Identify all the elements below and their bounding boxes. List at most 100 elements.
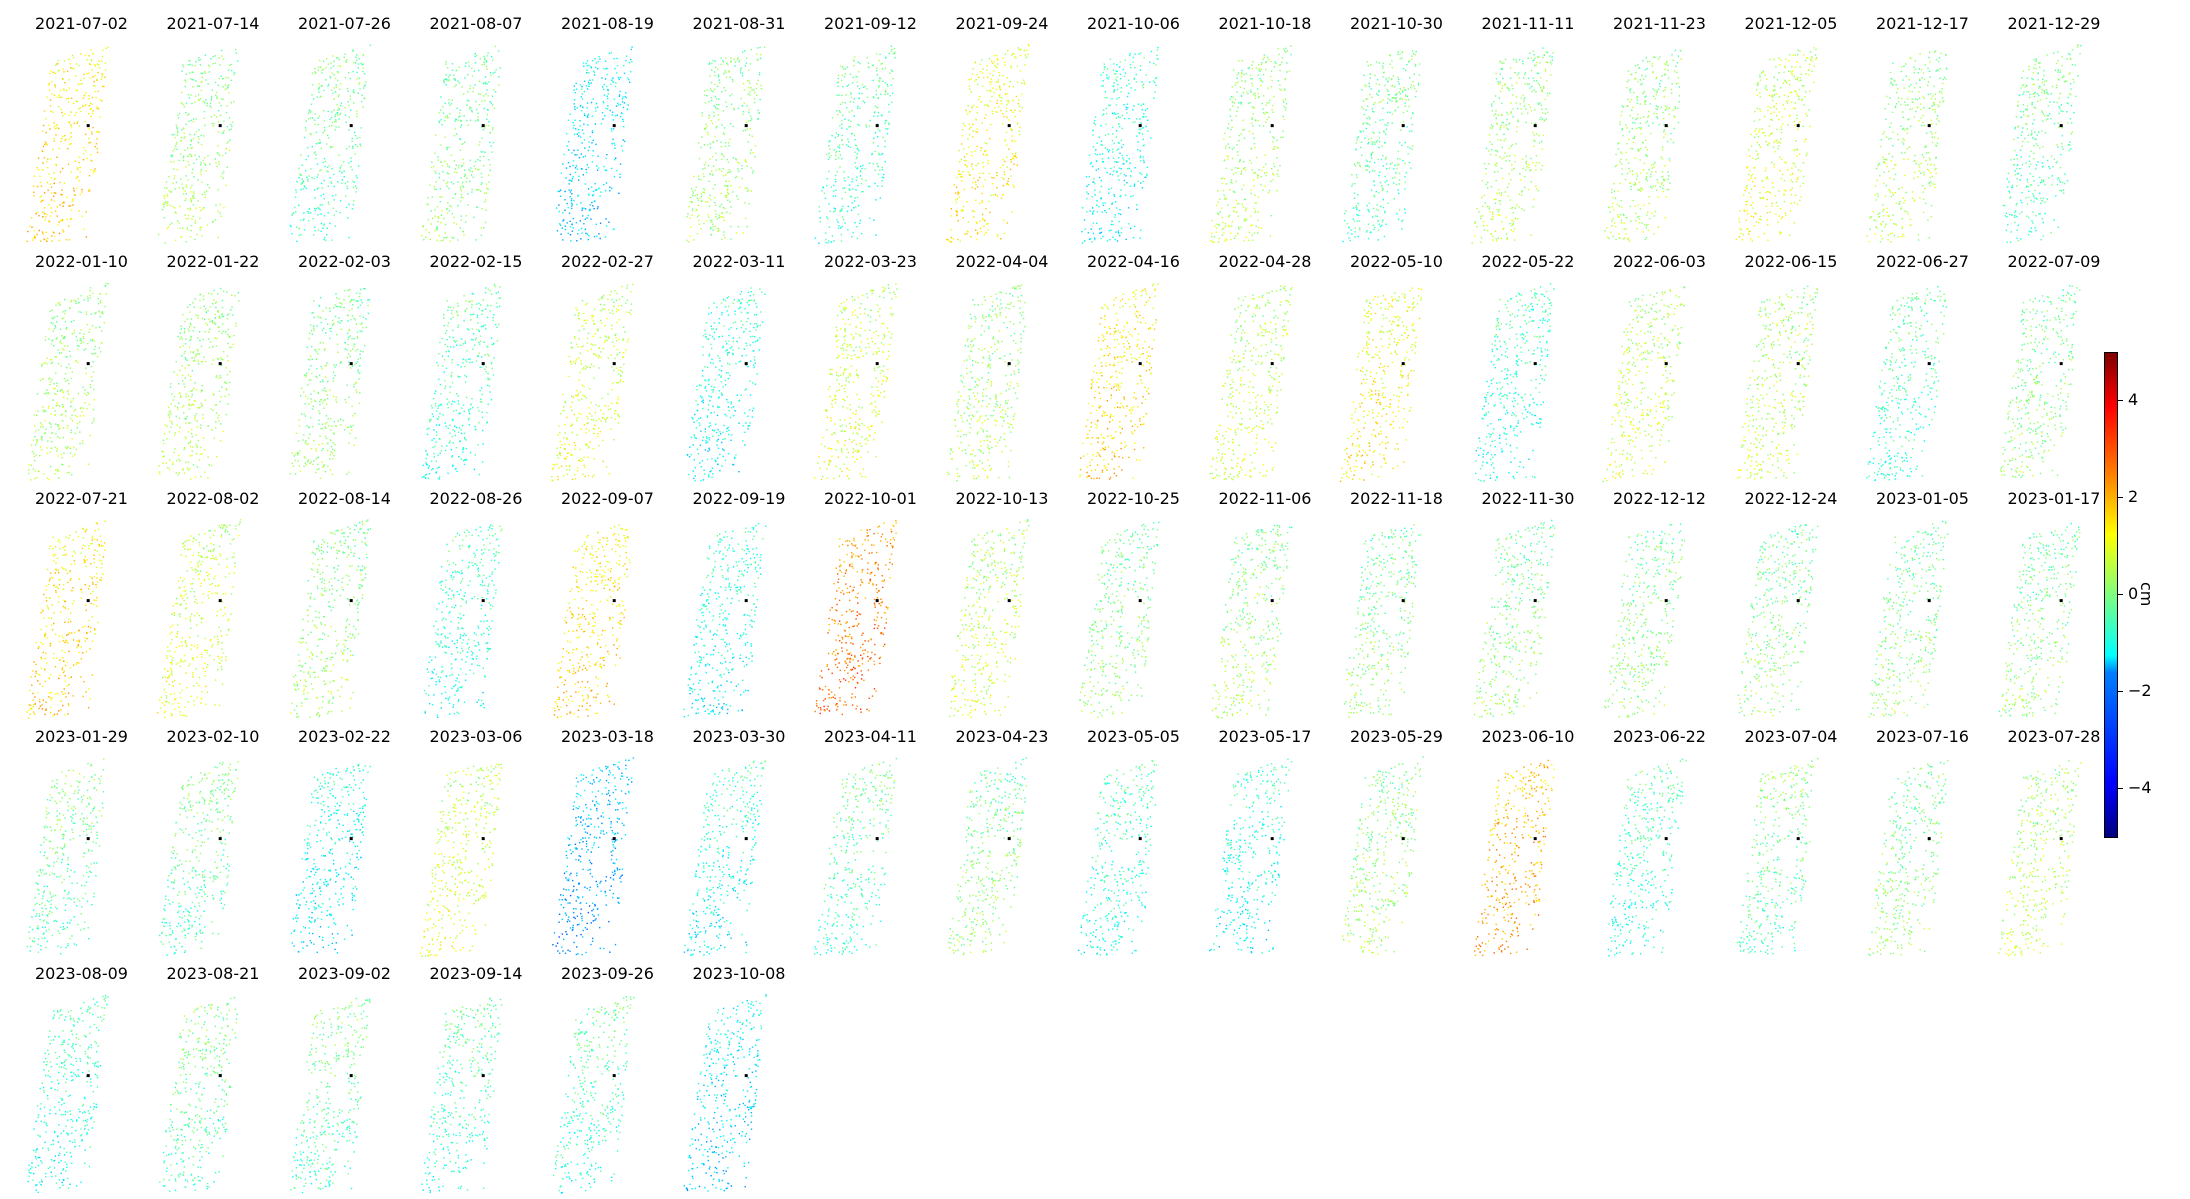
map-pixel <box>332 207 335 209</box>
map-pixel <box>873 115 875 117</box>
map-pixel <box>1154 91 1156 93</box>
map-pixel <box>1240 73 1242 75</box>
map-pixel <box>713 83 716 86</box>
map-pixel <box>1114 216 1116 218</box>
map-pixel <box>851 110 853 112</box>
map-pixel <box>983 233 985 236</box>
map-pixel <box>1002 57 1004 59</box>
map-pixel <box>963 156 965 158</box>
map-pixel <box>1535 80 1537 82</box>
map-pixel <box>1241 60 1243 62</box>
map-pixel <box>490 151 493 153</box>
map-pixel <box>1515 102 1517 104</box>
map-pixel <box>1277 47 1279 50</box>
map-pixel <box>190 139 192 141</box>
map-pixel <box>1389 54 1391 56</box>
map-pixel <box>172 168 174 170</box>
map-pixel <box>1370 137 1373 139</box>
map-pixel <box>621 150 624 152</box>
map-pixel <box>1274 62 1277 64</box>
map-pixel <box>61 189 63 191</box>
map-pixel <box>567 141 570 143</box>
map-pixel <box>309 111 311 114</box>
map-pixel <box>1644 146 1647 148</box>
map-pixel <box>210 116 212 118</box>
map-pixel <box>875 93 878 96</box>
map-pixel <box>203 193 206 196</box>
map-pixel <box>1510 169 1513 171</box>
map-pixel <box>613 175 616 178</box>
map-pixel <box>316 176 318 178</box>
map-pixel <box>52 111 54 113</box>
map-pixel <box>570 202 573 204</box>
map-pixel <box>219 175 222 177</box>
map-pixel <box>84 105 86 107</box>
map-pixel <box>77 176 79 178</box>
map-pixel <box>465 181 467 183</box>
map-pixel <box>819 217 821 219</box>
map-pixel <box>740 67 742 69</box>
map-pixel <box>960 143 962 145</box>
map-pixel <box>573 89 575 91</box>
map-pixel <box>1527 77 1529 80</box>
map-pixel <box>1520 97 1522 99</box>
map-pixel <box>1534 185 1536 187</box>
map-pixel <box>844 118 846 120</box>
map-pixel <box>219 105 222 107</box>
map-pixel <box>574 108 576 111</box>
map-pixel <box>745 62 747 64</box>
map-pixel <box>1389 111 1391 113</box>
map-pixel <box>1114 214 1116 216</box>
map-pixel <box>847 84 850 86</box>
map-pixel <box>313 207 316 210</box>
map-pixel <box>438 173 440 175</box>
map-pixel <box>1253 232 1255 234</box>
map-pixel <box>490 56 492 58</box>
map-pixel <box>1406 110 1408 112</box>
map-pixel <box>1249 224 1251 227</box>
map-pixel <box>294 206 296 209</box>
map-pixel <box>1153 62 1155 65</box>
map-pixel <box>983 150 985 152</box>
map-pixel <box>1367 223 1370 225</box>
map-pixel <box>1480 196 1482 199</box>
map-pixel <box>1405 95 1407 98</box>
map-pixel <box>57 70 59 72</box>
map-pixel <box>591 115 594 117</box>
map-pixel <box>750 149 752 151</box>
map-pixel <box>624 140 626 143</box>
map-pixel <box>1503 84 1505 86</box>
map-pixel <box>91 131 93 133</box>
map-pixel <box>1387 111 1389 114</box>
map-pixel <box>1229 129 1232 131</box>
map-pixel <box>1264 185 1266 187</box>
map-pixel <box>227 84 229 86</box>
map-pixel <box>233 71 235 74</box>
map-pixel <box>317 88 320 90</box>
map-pixel <box>1120 232 1123 234</box>
map-pixel <box>1127 107 1129 109</box>
map-pixel <box>564 199 566 201</box>
map-pixel <box>1240 80 1243 82</box>
map-pixel <box>318 91 320 93</box>
map-pixel <box>1224 222 1226 225</box>
map-pixel <box>722 231 725 233</box>
map-pixel <box>703 167 706 169</box>
map-pixel <box>458 82 460 84</box>
map-pixel <box>1125 175 1127 177</box>
map-pixel <box>54 177 56 180</box>
map-pixel <box>443 119 445 122</box>
map-pixel <box>1382 206 1385 209</box>
map-pixel <box>1254 172 1256 174</box>
map-pixel <box>1395 99 1398 102</box>
map-pixel <box>1488 208 1490 210</box>
map-pixel <box>1381 145 1383 148</box>
map-pixel <box>42 162 44 164</box>
map-pixel <box>1623 222 1625 224</box>
map-pixel <box>1391 162 1393 164</box>
map-pixel <box>1118 123 1120 125</box>
map-pixel <box>476 189 478 191</box>
reference-point <box>1007 124 1011 128</box>
map-pixel <box>991 183 993 185</box>
map-pixel <box>865 124 867 126</box>
